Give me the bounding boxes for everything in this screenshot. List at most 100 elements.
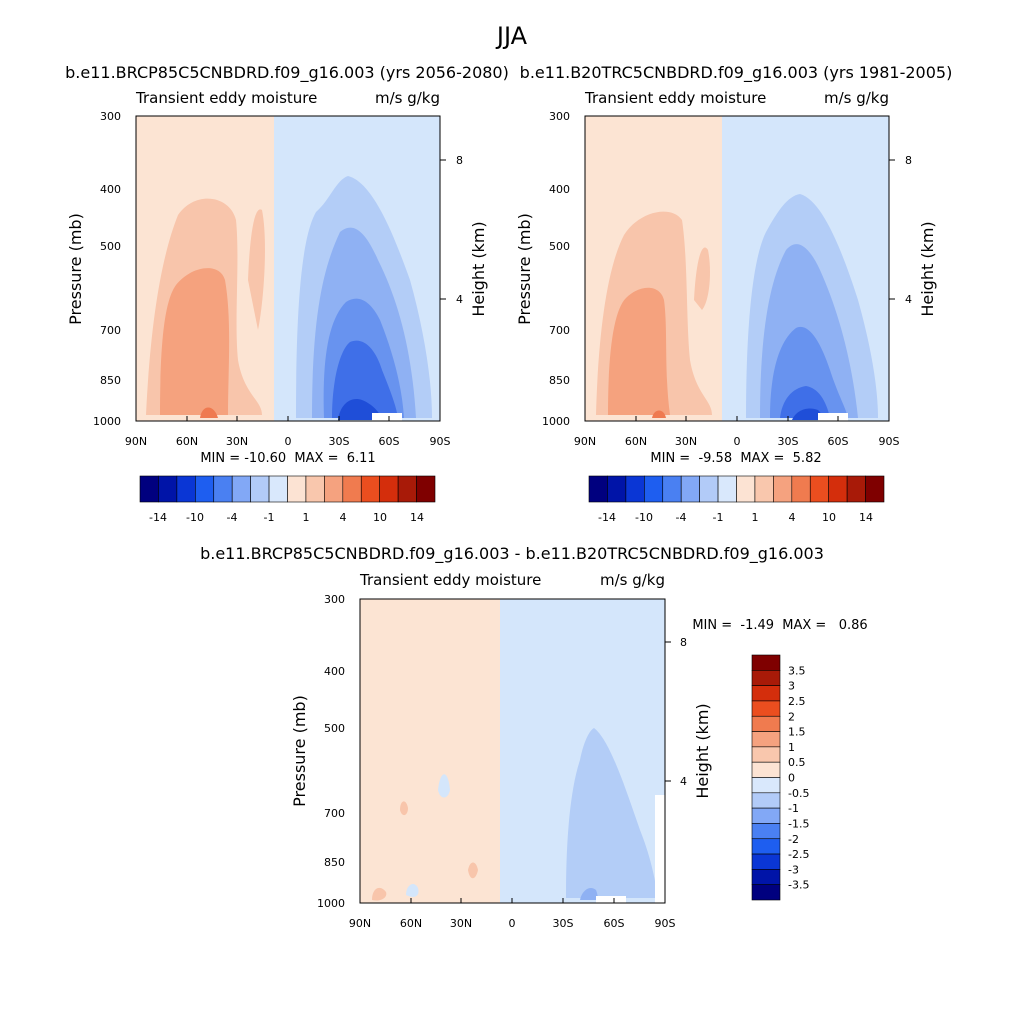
panel-1-colorbar-label: -10: [186, 511, 204, 524]
panel-2-ytick-label: 400: [549, 183, 570, 196]
panel-2-min-max: MIN = -9.58 MAX = 5.82: [650, 451, 821, 466]
panel-1-colorbar-label: 1: [303, 511, 310, 524]
panel-3-xtick-label: 60N: [400, 917, 422, 930]
panel-3-xtick-label: 0: [509, 917, 516, 930]
panel-2-plot-fills: [585, 116, 889, 421]
colorbar-swatch: [360, 475, 380, 503]
panel-1-y2tick-label: 4: [456, 293, 463, 306]
panel-3-subtitle-left: Transient eddy moisture: [359, 571, 541, 589]
panel-1-title: b.e11.BRCP85C5CNBDRD.f09_g16.003 (yrs 20…: [65, 63, 509, 83]
colorbar-swatch: [139, 475, 159, 503]
panel-1-xtick-label: 60N: [176, 435, 198, 448]
panel-1-ytick-label: 1000: [93, 415, 121, 428]
panel-3-title: b.e11.BRCP85C5CNBDRD.f09_g16.003 - b.e11…: [200, 544, 824, 564]
colorbar-swatch: [699, 475, 719, 503]
colorbar-swatch: [751, 715, 781, 732]
colorbar-swatch: [305, 475, 325, 503]
panel-3-subtitle-right: m/s g/kg: [600, 571, 665, 589]
panel-2-colorbar-label: 14: [859, 511, 873, 524]
panel-3-fill-neg-patch: [438, 774, 450, 798]
panel-2-y2tick-label: 8: [905, 154, 912, 167]
panel-3-ytick-label: 300: [324, 593, 345, 606]
panel-3-fill-positive-bg: [360, 599, 500, 903]
panel-2-y-axis: 300 400 500 700 850 1000 Pressure (mb): [515, 110, 570, 428]
colorbar-swatch: [287, 475, 307, 503]
panel-2-subtitle-right: m/s g/kg: [824, 89, 889, 107]
panel-2-y2label: Height (km): [918, 221, 937, 316]
colorbar-swatch: [195, 475, 215, 503]
panel-2-xtick-label: 90S: [879, 435, 900, 448]
colorbar-swatch: [268, 475, 288, 503]
panel-1-xtick-label: 90N: [125, 435, 147, 448]
panel-1: b.e11.BRCP85C5CNBDRD.f09_g16.003 (yrs 20…: [65, 63, 509, 524]
panel-1-ytick-label: 400: [100, 183, 121, 196]
panel-2-x-axis: 90N 60N 30N 0 30S 60S 90S: [574, 416, 900, 448]
colorbar-swatch: [680, 475, 700, 503]
panel-2-ytick-label: 850: [549, 374, 570, 387]
panel-3-ytick-label: 500: [324, 722, 345, 735]
panel-3-fill-neg-2b: [655, 795, 665, 903]
colorbar-swatch: [213, 475, 233, 503]
panel-2-ytick-label: 300: [549, 110, 570, 123]
colorbar-swatch: [324, 475, 344, 503]
panel-1-min-max: MIN = -10.60 MAX = 6.11: [200, 451, 375, 466]
colorbar-swatch: [607, 475, 627, 503]
panel-3-ytick-label: 700: [324, 807, 345, 820]
panel-2-colorbar-label: 4: [789, 511, 796, 524]
panel-2-colorbar-label: 10: [822, 511, 836, 524]
colorbar-swatch: [717, 475, 737, 503]
panel-3-ytick-label: 1000: [317, 897, 345, 910]
panel-3-colorbar-label: 3: [788, 680, 795, 693]
panel-1-ytick-label: 300: [100, 110, 121, 123]
colorbar-swatch: [751, 869, 781, 885]
panel-3-colorbar-label: 2: [788, 710, 795, 723]
panel-3-xtick-label: 30N: [450, 917, 472, 930]
colorbar-swatch: [379, 475, 399, 503]
colorbar-swatch: [751, 761, 781, 778]
panel-3-colorbar-label: -3.5: [788, 879, 809, 892]
panel-2-colorbar-label: -1: [713, 511, 724, 524]
panel-3-y2tick-label: 4: [680, 775, 687, 788]
panel-2-ytick-label: 500: [549, 240, 570, 253]
colorbar-swatch: [751, 746, 781, 763]
colorbar-swatch: [158, 475, 178, 503]
panel-3-y-axis: 300 400 500 700 850 1000 Pressure (mb): [290, 593, 345, 910]
panel-2-colorbar: [588, 475, 885, 503]
panel-3-fill-pos-2b: [400, 801, 408, 816]
panel-1-colorbar-label: -1: [264, 511, 275, 524]
colorbar-swatch: [751, 777, 781, 794]
panel-1-fill-neg-5: [332, 340, 398, 418]
panel-2-xtick-label: 60S: [828, 435, 849, 448]
colorbar-swatch: [751, 685, 781, 702]
panel-1-ytick-label: 850: [100, 374, 121, 387]
panel-3-colorbar-label: 1.5: [788, 726, 806, 739]
panel-2-xtick-label: 30N: [675, 435, 697, 448]
colorbar-swatch: [644, 475, 664, 503]
colorbar-swatch: [751, 884, 781, 901]
panel-2-fill-pos-3: [608, 287, 670, 415]
panel-2-colorbar-label: -10: [635, 511, 653, 524]
panel-3-colorbar-label: -0.5: [788, 787, 809, 800]
colorbar-swatch: [736, 475, 756, 503]
colorbar-swatch: [751, 654, 781, 671]
panel-1-ytick-label: 700: [100, 324, 121, 337]
panel-2-ylabel: Pressure (mb): [515, 213, 534, 325]
panel-3-ytick-label: 400: [324, 665, 345, 678]
panel-3-xtick-label: 90N: [349, 917, 371, 930]
panel-2: b.e11.B20TRC5CNBDRD.f09_g16.003 (yrs 198…: [515, 63, 952, 524]
panel-1-y2label: Height (km): [469, 221, 488, 316]
figure-title: JJA: [495, 22, 528, 50]
panel-2-ytick-label: 1000: [542, 415, 570, 428]
panel-3-fill-pos-2c: [468, 862, 478, 879]
panel-1-xtick-label: 30S: [329, 435, 350, 448]
colorbar-swatch: [754, 475, 774, 503]
panel-1-x-axis: 90N 60N 30N 0 30S 60S 90S: [125, 416, 451, 448]
panel-1-subtitle-right: m/s g/kg: [375, 89, 440, 107]
panel-1-missing-data: [372, 413, 402, 421]
colorbar-swatch: [625, 475, 645, 503]
colorbar-swatch: [751, 700, 781, 717]
colorbar-swatch: [231, 475, 251, 503]
panel-3-y2tick-label: 8: [680, 636, 687, 649]
panel-3-colorbar-label: 0.5: [788, 756, 806, 769]
